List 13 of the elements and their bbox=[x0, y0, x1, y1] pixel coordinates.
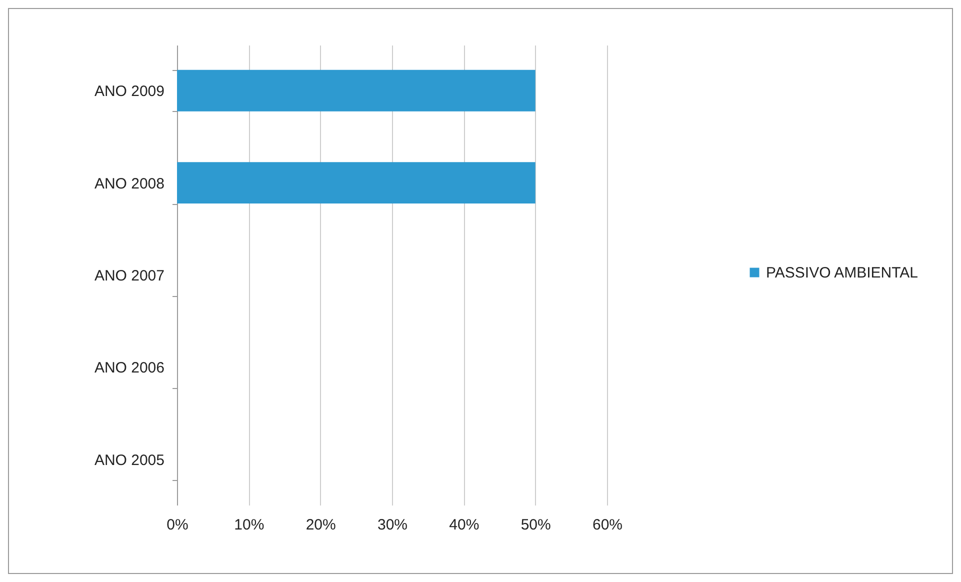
y-tick-label: ANO 2009 bbox=[94, 83, 164, 100]
x-tick-label: 0% bbox=[166, 516, 188, 534]
y-tick-label: ANO 2007 bbox=[94, 268, 164, 284]
legend-label: PASSIVO AMBIENTAL bbox=[766, 264, 918, 282]
y-tick-label: ANO 2008 bbox=[94, 175, 164, 192]
x-tick-label: 60% bbox=[592, 516, 623, 534]
x-tick-label: 50% bbox=[520, 516, 551, 534]
y-tick-label: ANO 2006 bbox=[94, 360, 164, 377]
x-tick-label: 30% bbox=[377, 516, 408, 534]
x-tick-label: 20% bbox=[306, 516, 336, 534]
y-tick-label: ANO 2005 bbox=[94, 452, 164, 469]
x-tick-label: 10% bbox=[234, 516, 264, 534]
x-tick-label: 40% bbox=[449, 516, 480, 534]
